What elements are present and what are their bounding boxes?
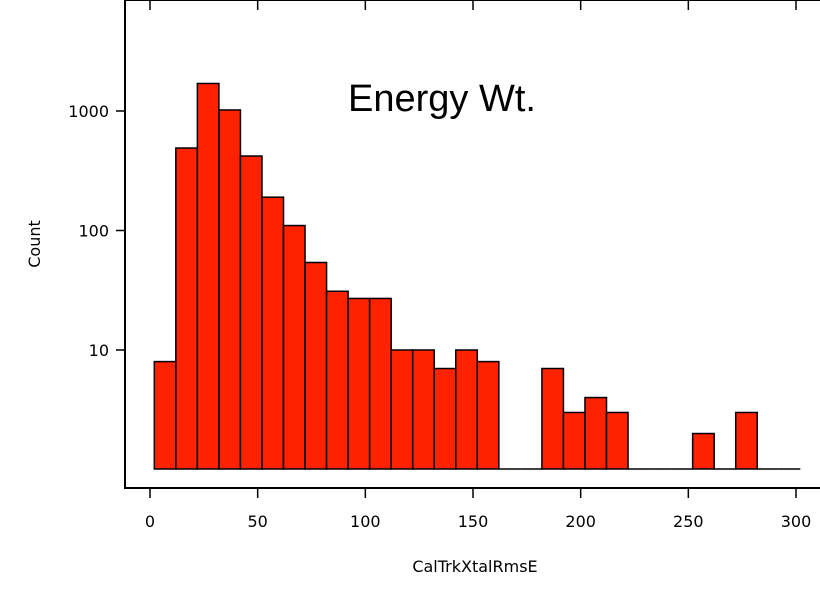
histogram-bar (175, 147, 199, 470)
x-tick-label: 150 (458, 512, 489, 531)
histogram-bar (282, 224, 306, 470)
histogram-bar (218, 109, 242, 470)
x-axis: 0 50 100 150 200 250 300 (145, 0, 811, 531)
histogram-bar (325, 290, 349, 470)
y-tick-label: 10 (89, 341, 109, 360)
histogram-bar (734, 411, 758, 470)
histogram-bar (261, 196, 285, 470)
plot-frame (124, 0, 820, 489)
histogram-bar (304, 261, 328, 470)
histogram-bar (455, 349, 479, 470)
y-axis: 10 100 1000 (68, 102, 125, 360)
histogram-bar (411, 349, 435, 470)
y-tick-label: 100 (78, 222, 109, 241)
histogram-bar (584, 396, 608, 470)
x-tick-label: 50 (247, 512, 267, 531)
x-tick-label: 100 (350, 512, 381, 531)
x-tick-label: 200 (565, 512, 596, 531)
histogram-bar (153, 360, 177, 470)
x-tick-label: 300 (781, 512, 812, 531)
histogram-bar (368, 297, 392, 470)
histogram-bar (691, 432, 715, 470)
histogram-bar (196, 82, 220, 470)
histogram-bar (605, 411, 629, 470)
histogram-bar (541, 367, 565, 470)
y-axis-label: Count (25, 220, 44, 268)
histogram-bar (476, 360, 500, 470)
histogram-bar (347, 297, 371, 470)
chart-annotation: Energy Wt. (348, 78, 536, 120)
histogram-bar (562, 411, 586, 470)
histogram-bar (239, 155, 263, 470)
x-axis-label: CalTrkXtalRmsE (412, 557, 537, 576)
y-tick-label: 1000 (68, 102, 109, 121)
histogram-bar (390, 349, 414, 470)
x-tick-label: 0 (145, 512, 155, 531)
histogram-bar (433, 367, 457, 470)
x-tick-label: 250 (673, 512, 704, 531)
bars-group (153, 82, 801, 470)
